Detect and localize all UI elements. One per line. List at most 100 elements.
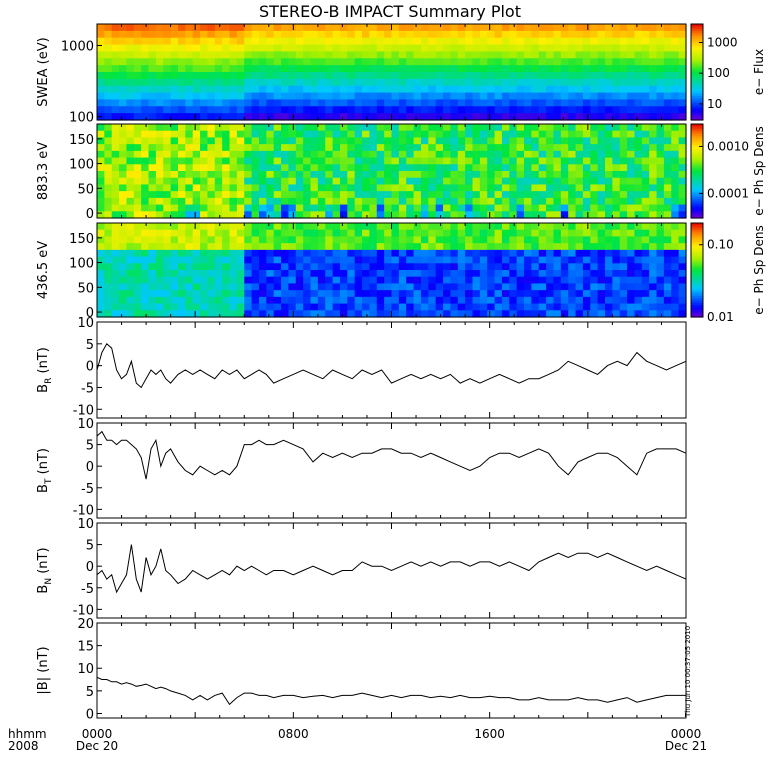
heatmap-cell [141, 211, 150, 219]
heatmap-cell [310, 78, 319, 87]
heatmap-cell [222, 92, 231, 101]
heatmap-cell [568, 65, 577, 73]
heatmap-cell [663, 164, 672, 172]
heatmap-cell [531, 51, 540, 59]
heatmap-cell [200, 51, 209, 59]
heatmap-cell [119, 296, 128, 305]
heatmap-cell [325, 30, 334, 39]
heatmap-cell [406, 130, 415, 139]
heatmap-cell [619, 236, 628, 244]
heatmap-cell [634, 276, 643, 285]
heatmap-cell [406, 270, 415, 278]
heatmap-cell [568, 51, 577, 59]
heatmap-cell [332, 171, 341, 179]
heatmap-cell [479, 263, 488, 271]
heatmap-cell [531, 124, 540, 132]
y-tick-label: 0 [86, 207, 94, 222]
heatmap-cell [494, 256, 503, 264]
heatmap-cell [391, 72, 400, 80]
heatmap-cell [369, 263, 378, 271]
heatmap-cell [97, 243, 105, 251]
heatmap-cell [369, 276, 378, 285]
heatmap-cell [582, 137, 591, 145]
heatmap-cell [104, 270, 113, 278]
heatmap-cell [619, 58, 628, 66]
heatmap-cell [568, 72, 577, 80]
heatmap-cell [538, 150, 547, 159]
heatmap-cell [627, 204, 636, 212]
heatmap-cell [133, 184, 142, 192]
heatmap-cell [524, 249, 532, 258]
heatmap-cell [281, 263, 290, 271]
heatmap-cell [119, 92, 128, 101]
heatmap-cell [339, 296, 348, 305]
heatmap-cell [619, 223, 628, 231]
heatmap-cell [347, 310, 356, 318]
heatmap-cell [354, 113, 363, 121]
heatmap-cell [420, 99, 429, 107]
heatmap-cell [303, 78, 312, 87]
heatmap-cell [641, 65, 650, 73]
heatmap-cell [376, 164, 385, 172]
heatmap-cell [479, 106, 488, 114]
heatmap-cell [185, 58, 194, 66]
heatmap-cell [148, 44, 157, 53]
heatmap-cell [288, 270, 297, 278]
heatmap-cell [678, 191, 687, 199]
heatmap-cell [678, 58, 687, 66]
heatmap-cell [435, 243, 444, 251]
heatmap-cell [605, 92, 613, 101]
heatmap-cell [678, 65, 687, 73]
heatmap-cell [273, 270, 282, 278]
heatmap-cell [288, 113, 297, 121]
heatmap-cell [207, 124, 216, 132]
heatmap-cell [310, 72, 319, 80]
heatmap-cell [281, 197, 290, 206]
heatmap-cell [177, 296, 186, 305]
heatmap-cell [244, 30, 253, 39]
heatmap-cell [619, 72, 628, 80]
heatmap-cell [303, 99, 312, 107]
heatmap-cell [258, 270, 267, 278]
heatmap-cell [413, 44, 422, 53]
heatmap-cell [671, 30, 680, 39]
heatmap-cell [553, 78, 562, 87]
heatmap-cell [420, 197, 429, 206]
heatmap-cell [295, 290, 304, 298]
heatmap-cell [236, 211, 245, 219]
heatmap-cell [214, 85, 223, 94]
heatmap-cell [649, 58, 658, 66]
heatmap-cell [126, 249, 135, 258]
heatmap-cell [148, 124, 157, 132]
heatmap-cell [472, 150, 481, 159]
heatmap-cell [560, 177, 569, 186]
heatmap-cell [420, 171, 429, 179]
heatmap-cell [376, 296, 385, 305]
heatmap-cell [546, 37, 555, 46]
heatmap-cell [516, 85, 525, 94]
heatmap-cell [605, 283, 613, 291]
heatmap-cell [605, 236, 613, 244]
heatmap-cell [546, 256, 555, 264]
heatmap-cell [214, 249, 223, 258]
heatmap-cell [597, 276, 606, 285]
heatmap-cell [310, 204, 319, 212]
heatmap-cell [273, 191, 282, 199]
heatmap-cell [200, 65, 209, 73]
heatmap-cell [325, 51, 334, 59]
heatmap-cell [229, 137, 238, 145]
heatmap-cell [538, 144, 547, 152]
heatmap-cell [273, 236, 282, 244]
heatmap-cell [303, 44, 312, 53]
heatmap-cell [494, 24, 503, 32]
heatmap-cell [192, 290, 201, 298]
heatmap-cell [553, 171, 562, 179]
heatmap-cell [133, 276, 142, 285]
colorbar-label: e− Flux [752, 49, 766, 95]
heatmap-cell [133, 44, 142, 53]
heatmap-cell [619, 303, 628, 311]
heatmap-cell [362, 303, 371, 311]
heatmap-cell [310, 177, 319, 186]
heatmap-cell [177, 51, 186, 59]
heatmap-cell [472, 249, 481, 258]
